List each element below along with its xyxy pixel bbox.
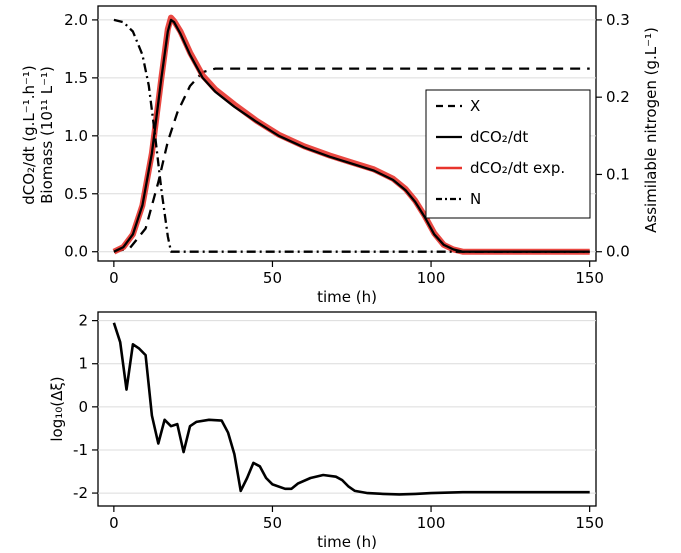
bottom-y-ticks: 2 1 0 -1 -2	[73, 312, 98, 502]
bottom-panel: 0 50 100 150 2 1 0 -1 -2 time (h) log₁₀(Δξ)	[48, 311, 604, 551]
top-y-left-tick-label: 1.0	[64, 127, 88, 145]
bottom-x-tick-label: 150	[575, 514, 604, 532]
top-y-axis-title-line1: dCO₂/dt (g.L⁻¹.h⁻¹)	[20, 65, 38, 205]
bottom-y-axis-title: log₁₀(Δξ)	[48, 376, 66, 441]
top-panel: 0 50 100 150 0.0 0.5 1.0 1.5 2.0 0.0 0.1 0.2 0.3 t…	[20, 5, 660, 306]
top-y-ticks-left: 0.0 0.5 1.0 1.5 2.0	[64, 11, 98, 261]
top-y-left-tick-label: 0.0	[64, 243, 88, 261]
bottom-x-tick-label: 50	[263, 514, 282, 532]
bottom-y-tick-label: 1	[78, 355, 88, 373]
series-line-3	[113, 18, 590, 253]
top-x-tick-label: 100	[417, 269, 446, 287]
top-x-tick-label: 0	[109, 269, 119, 287]
top-y-axis-title-line2: Biomass (10¹¹ L⁻¹)	[38, 66, 56, 204]
top-y-left-tick-label: 2.0	[64, 11, 88, 29]
bottom-x-axis-title: time (h)	[317, 533, 377, 551]
top-y-right-tick-label: 0.0	[606, 243, 630, 261]
bottom-y-tick-label: 0	[78, 398, 88, 416]
legend-box	[425, 89, 591, 219]
top-series-layer	[112, 14, 590, 255]
top-x-ticks: 0 50 100 150	[109, 261, 604, 287]
legend-label-0: X	[470, 97, 480, 115]
bottom-plot-frame	[97, 311, 597, 507]
bottom-x-ticks: 0 50 100 150	[109, 506, 604, 532]
bottom-y-tick-label: 2	[78, 312, 88, 330]
top-x-tick-label: 50	[263, 269, 282, 287]
top-y-right-axis-title: Assimilable nitrogen (g.L⁻¹)	[642, 27, 660, 233]
top-y-right-tick-label: 0.1	[606, 165, 630, 183]
bottom-series-line	[112, 322, 590, 496]
legend-label-3: N	[470, 190, 481, 208]
top-y-ticks-right: 0.0 0.1 0.2 0.3	[596, 11, 630, 261]
legend-label-1: dCO₂/dt	[470, 128, 528, 146]
top-y-left-tick-label: 0.5	[64, 185, 88, 203]
top-y-right-tick-label: 0.3	[606, 11, 630, 29]
top-x-tick-label: 150	[575, 269, 604, 287]
series-line-1	[113, 18, 590, 253]
legend-label-2: dCO₂/dt exp.	[470, 159, 565, 177]
top-x-axis-title: time (h)	[317, 288, 377, 306]
bottom-y-tick-label: -1	[73, 441, 88, 459]
bottom-x-tick-label: 0	[109, 514, 119, 532]
top-y-left-tick-label: 1.5	[64, 69, 88, 87]
top-y-right-tick-label: 0.2	[606, 88, 630, 106]
bottom-series-layer	[112, 322, 590, 496]
bottom-x-tick-label: 100	[417, 514, 446, 532]
bottom-y-tick-label: -2	[73, 484, 88, 502]
